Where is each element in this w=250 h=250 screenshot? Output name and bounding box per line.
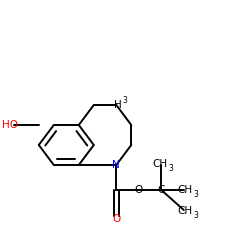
Text: 3: 3 (122, 96, 128, 105)
Text: 3: 3 (193, 190, 198, 199)
Text: 3: 3 (193, 211, 198, 220)
Text: CH: CH (152, 159, 168, 169)
Text: O: O (135, 185, 143, 195)
Text: HO: HO (2, 120, 18, 130)
Text: O: O (112, 214, 120, 224)
Text: N: N (112, 160, 120, 170)
Text: 3: 3 (168, 164, 173, 173)
Text: C: C (158, 185, 165, 195)
Text: H: H (114, 100, 121, 110)
Text: CH: CH (178, 206, 192, 216)
Text: CH: CH (178, 185, 192, 195)
